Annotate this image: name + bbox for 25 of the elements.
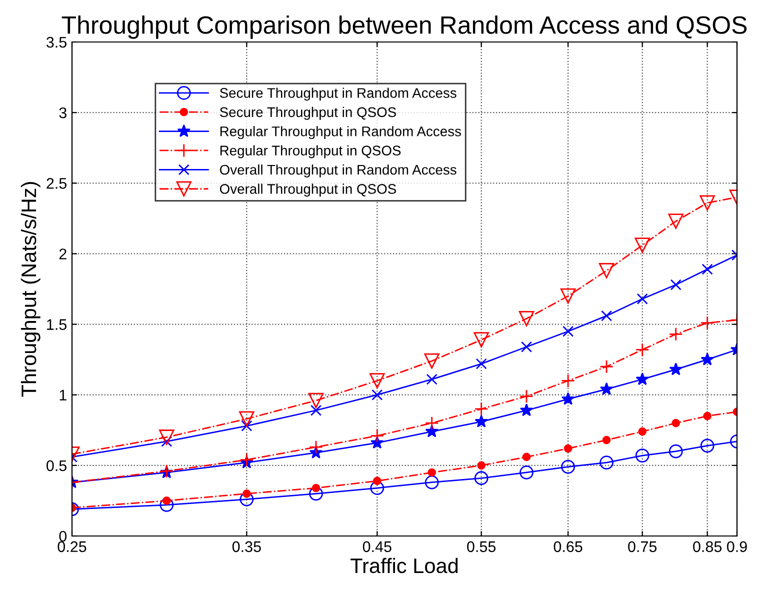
x-tick-label: 0.55	[467, 541, 496, 552]
x-tick-label: 0.35	[232, 541, 261, 552]
y-tick-label: 3	[59, 107, 66, 118]
x-tick-label: 0.25	[58, 541, 86, 552]
y-tick-label: 1.5	[47, 319, 66, 330]
legend-label: Regular Throughput in QSOS	[220, 145, 401, 158]
x-tick-label: 0.75	[628, 541, 657, 552]
y-tick-label: 0.5	[46, 460, 66, 472]
y-tick-label: 0	[59, 530, 67, 542]
x-tick-label: 0.45	[362, 541, 392, 552]
chart-title: Throughput Comparison between Random Access and QSOS	[62, 16, 747, 39]
y-tick-label: 2	[59, 248, 66, 260]
legend-label: Overall Throughput in QSOS	[220, 184, 396, 197]
y-tick-label: 2.5	[46, 178, 66, 189]
y-tick-label: 1	[60, 390, 66, 400]
x-tick-label: 0.65	[554, 541, 582, 552]
x-tick-label: 0.85	[693, 541, 722, 552]
y-axis-title: Throughput (Nats/s/Hz)	[20, 182, 40, 397]
x-axis-title: Traffic Load	[350, 558, 458, 574]
legend-label: Secure Throughput in Random Access	[220, 88, 456, 101]
legend-label: Secure Throughput in QSOS	[220, 106, 396, 120]
y-tick-label: 3.5	[46, 36, 66, 48]
x-tick-label: 0.9	[726, 541, 747, 552]
legend-label: Regular Throughput in Random Access	[220, 126, 461, 140]
legend-label: Overall Throughput in Random Access	[220, 164, 456, 178]
